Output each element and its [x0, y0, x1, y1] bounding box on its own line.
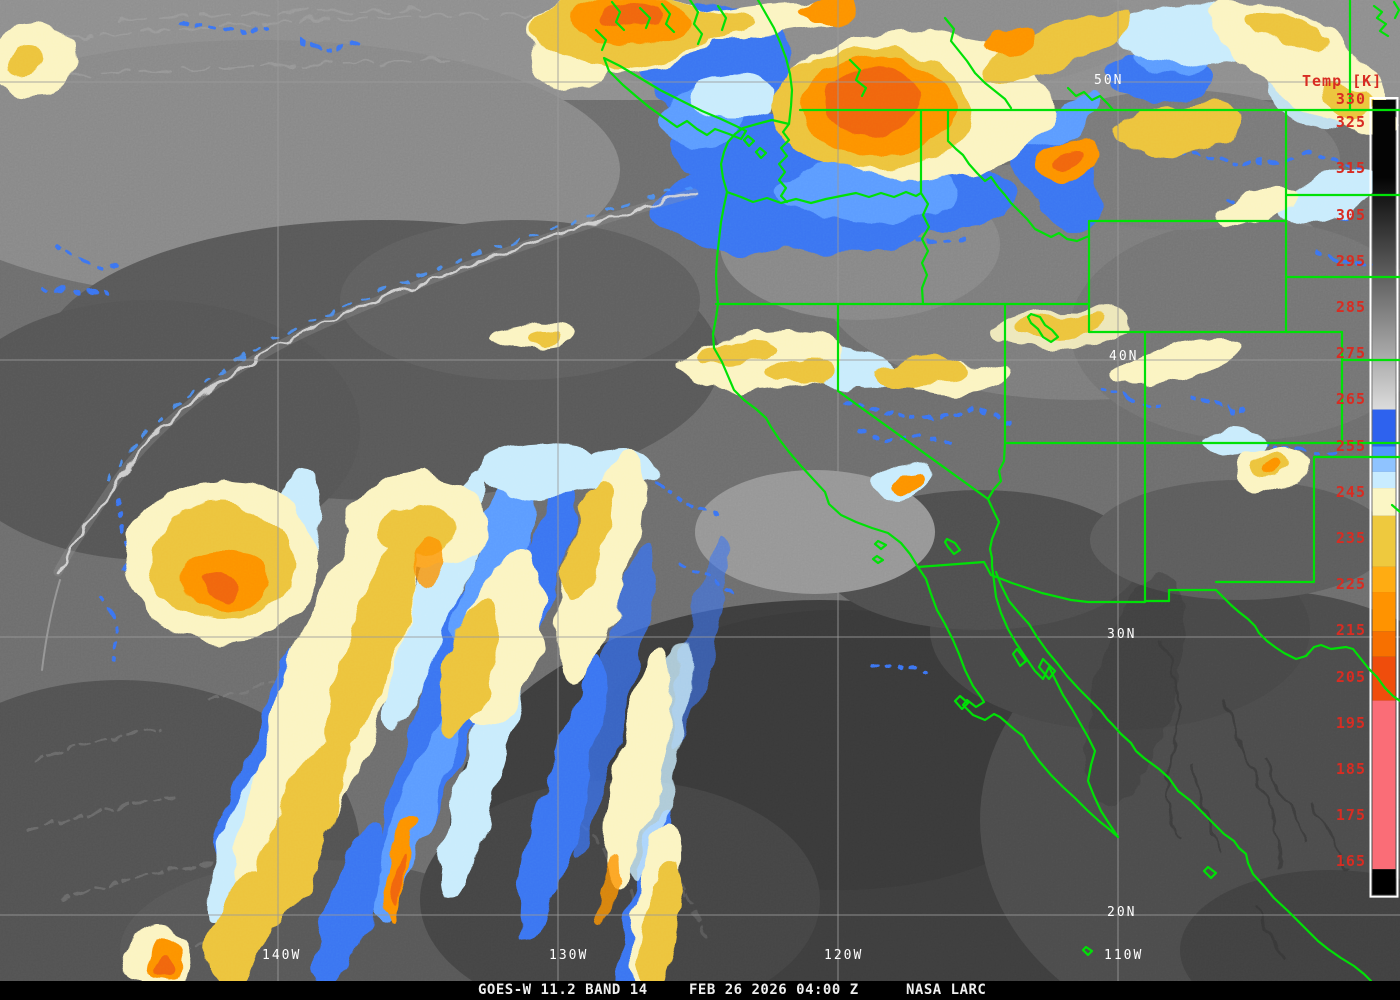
colorbar-tick-label: 225 — [1335, 575, 1366, 594]
colorbar-segment — [1372, 458, 1396, 472]
colorbar-tick-label: 235 — [1335, 528, 1366, 547]
temperature-colorbar — [1369, 97, 1399, 898]
colorbar-frame — [1369, 97, 1399, 898]
longitude-label: 130W — [549, 948, 589, 963]
caption-bar: GOES-W 11.2 BAND 14 FEB 26 2026 04:00 Z … — [0, 981, 1400, 1000]
colorbar-tick-label: 330 — [1335, 90, 1366, 108]
colorbar-tick-label: 315 — [1335, 159, 1366, 178]
latitude-label: 20N — [1107, 905, 1137, 920]
colorbar-tick-label: 285 — [1335, 297, 1366, 316]
caption-datetime: FEB 26 2026 04:00 Z — [689, 982, 859, 998]
colorbar-tick-label: 325 — [1335, 113, 1366, 132]
colorbar-tick-label: 245 — [1335, 482, 1366, 501]
lakes-islands — [871, 312, 1218, 957]
colorbar-segment — [1372, 471, 1396, 489]
caption-credit: NASA LARC — [906, 982, 987, 998]
caption-product: GOES-W 11.2 BAND 14 — [478, 982, 648, 998]
colorbar-tick-label: 265 — [1335, 390, 1366, 409]
colorbar-segment — [1372, 656, 1396, 701]
colorbar-tick-label: 255 — [1335, 436, 1366, 455]
colorbar-tick-label: 185 — [1335, 759, 1366, 778]
longitude-label: 110W — [1104, 948, 1144, 963]
longitude-label: 140W — [262, 948, 302, 963]
colorbar-segment — [1372, 409, 1396, 447]
pacific-coastline — [711, 0, 1373, 981]
colorbar-title: Temp [K] — [1302, 72, 1383, 90]
colorbar-segment — [1372, 592, 1396, 632]
colorbar-segment — [1372, 488, 1396, 516]
longitude-label: 120W — [824, 948, 864, 963]
vancouver-island — [594, 0, 868, 160]
colorbar-tick-label: 305 — [1335, 205, 1366, 224]
latitude-label: 50N — [1094, 73, 1124, 88]
latitude-label: 40N — [1109, 349, 1139, 364]
colorbar-segment — [1372, 566, 1396, 593]
colorbar-tick-label: 215 — [1335, 621, 1366, 640]
colorbar-segment — [1372, 100, 1396, 410]
colorbar-tick-label: 195 — [1335, 713, 1366, 732]
colorbar-tick-label: 295 — [1335, 251, 1366, 270]
colorbar-tick-label: 205 — [1335, 667, 1366, 686]
colorbar-tick-label: 175 — [1335, 806, 1366, 825]
latitude-label: 30N — [1107, 627, 1137, 642]
colorbar-segment — [1372, 446, 1396, 459]
map-borders — [594, 0, 1400, 981]
colorbar-segment — [1372, 700, 1396, 870]
colorbar-segment — [1372, 515, 1396, 567]
colorbar-tick-label: 165 — [1335, 852, 1366, 871]
colorbar-tick-label: 275 — [1335, 344, 1366, 363]
state-borders — [714, 0, 1400, 703]
colorbar-segment — [1372, 631, 1396, 657]
colorbar-segment — [1372, 869, 1396, 895]
